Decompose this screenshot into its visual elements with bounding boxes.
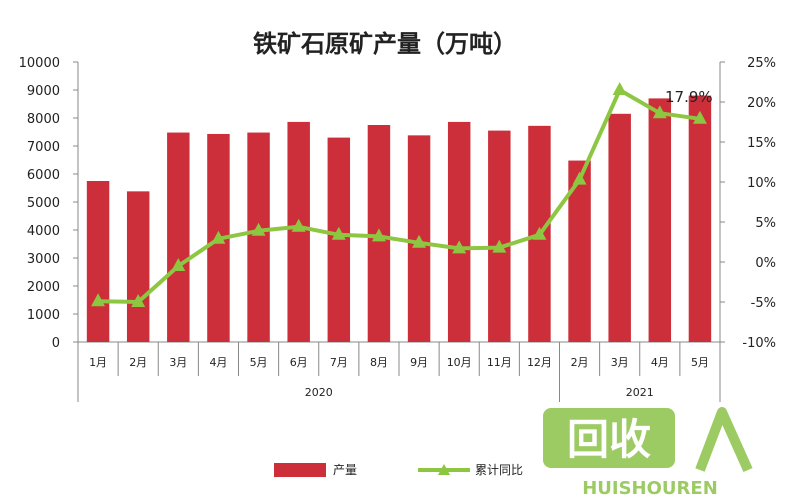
yoy-line [98, 88, 701, 304]
bar-5 [247, 132, 270, 342]
category-label: 10月 [447, 356, 472, 369]
left-tick-label: 9000 [27, 84, 60, 99]
bar-3 [167, 132, 190, 342]
yoy-point-4 [211, 230, 226, 244]
left-tick-label: 2000 [27, 280, 60, 295]
legend-label-yoy: 累计同比 [475, 463, 523, 477]
bar-13 [568, 160, 591, 342]
category-labels: 1月 2月 3月 4月 5月 6月 7月 8月 9月 10月 11月 12月 2月 3月 4月 5月 [77, 342, 721, 376]
chart-title: 铁矿石原矿产量（万吨） [253, 29, 517, 58]
right-tick-label: 15% [747, 136, 776, 151]
category-label: 4月 [651, 356, 669, 369]
year-label: 2021 [626, 386, 654, 399]
category-label: 6月 [290, 356, 308, 369]
category-label: 8月 [370, 356, 388, 369]
bar-11 [488, 130, 511, 342]
right-tick-label: 20% [747, 96, 776, 111]
yoy-point-14 [612, 82, 627, 95]
category-label: 5月 [250, 356, 268, 369]
yoy-point-5 [251, 222, 266, 236]
left-tick-label: 0 [52, 336, 60, 351]
annotation-label: 17.9% [665, 88, 713, 106]
legend-triangle-marker [438, 464, 450, 475]
yoy-point-9 [412, 234, 427, 248]
year-labels: 2020 2021 [77, 376, 721, 402]
yoy-point-2 [131, 294, 146, 307]
left-tick-label: 4000 [27, 224, 60, 239]
yoy-point-3 [171, 258, 186, 271]
right-tick-label: -10% [742, 336, 776, 351]
category-label: 9月 [410, 356, 428, 369]
left-tick-label: 3000 [27, 252, 60, 267]
bar-2 [126, 191, 150, 342]
left-tick-label: 7000 [27, 140, 60, 155]
yoy-point-7 [331, 226, 346, 240]
category-label: 2月 [129, 356, 147, 369]
bar-10 [447, 121, 471, 342]
right-tick-label: 25% [747, 56, 776, 71]
legend: 产量 累计同比 [274, 463, 523, 477]
yoy-point-15 [652, 105, 667, 119]
bar-14 [608, 113, 631, 342]
category-label: 2月 [571, 356, 589, 369]
bar-series [86, 95, 712, 343]
right-tick-label: 5% [755, 216, 776, 231]
watermark-en-text: HUISHOUREN [582, 478, 718, 499]
left-axis-ticks: 0 1000 2000 3000 4000 5000 6000 7000 8000 9000 100… [19, 56, 78, 351]
category-label: 11月 [487, 356, 512, 369]
category-label: 7月 [330, 356, 348, 369]
yoy-point-11 [492, 239, 507, 253]
right-axis-ticks: -10% -5% 0% 5% 10% 15% 20% 25% [720, 56, 776, 351]
category-label: 4月 [209, 356, 227, 369]
right-tick-label: -5% [751, 296, 776, 311]
watermark-cn-text: 回收 [567, 415, 651, 464]
yoy-point-16 [692, 110, 707, 124]
yoy-point-10 [452, 240, 467, 254]
legend-label-output: 产量 [333, 463, 357, 477]
watermark-arrow-icon [695, 407, 753, 473]
category-label: 5月 [691, 356, 709, 369]
bar-15 [648, 98, 672, 343]
category-label: 3月 [169, 356, 187, 369]
bar-1 [86, 181, 110, 342]
bar-6 [287, 121, 310, 342]
watermark-box [543, 408, 675, 468]
left-tick-label: 6000 [27, 168, 60, 183]
category-label: 1月 [89, 356, 107, 369]
bar-16 [688, 95, 712, 342]
category-label: 12月 [527, 356, 552, 369]
right-tick-label: 0% [755, 256, 776, 271]
left-tick-label: 5000 [27, 196, 60, 211]
left-tick-label: 8000 [27, 112, 60, 127]
category-label: 3月 [611, 356, 629, 369]
line-series [91, 82, 707, 307]
watermark-logo: 回收 HUISHOUREN [543, 407, 753, 499]
yoy-point-12 [532, 226, 547, 240]
year-label: 2020 [305, 386, 333, 399]
left-tick-label: 10000 [19, 56, 60, 71]
yoy-point-1 [91, 293, 106, 307]
yoy-point-8 [371, 228, 386, 242]
legend-bar-swatch [274, 463, 326, 477]
right-tick-label: 10% [747, 176, 776, 191]
yoy-point-13 [572, 171, 587, 185]
yoy-point-6 [291, 218, 306, 232]
left-tick-label: 1000 [27, 308, 60, 323]
